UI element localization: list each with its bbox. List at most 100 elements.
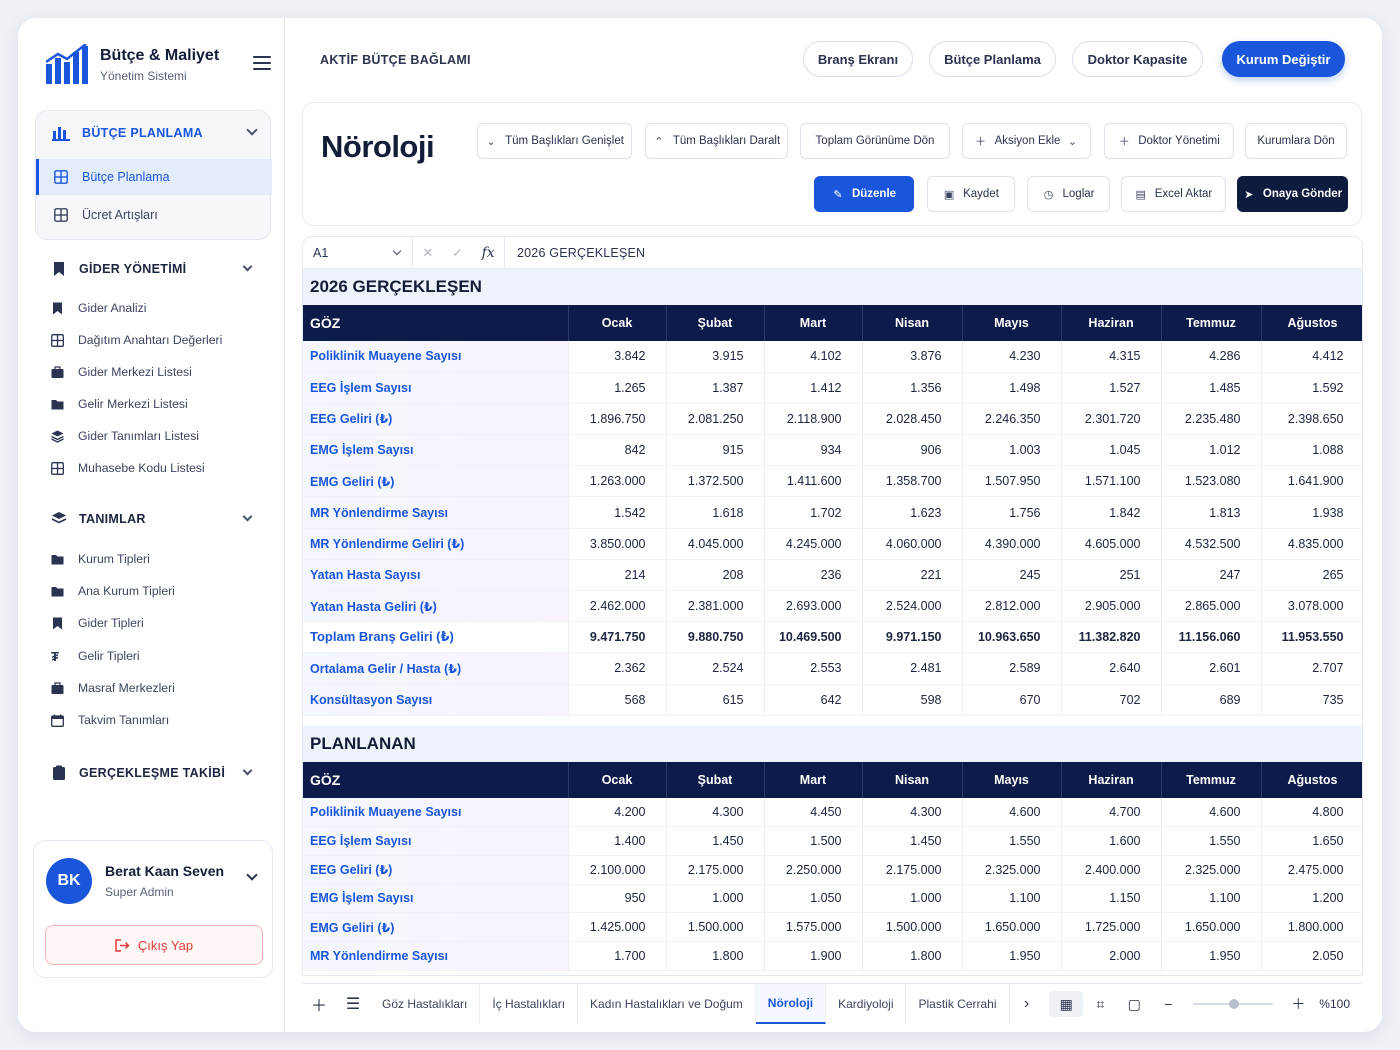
data-cell[interactable]: 950: [568, 884, 667, 914]
row-label[interactable]: EEG İşlem Sayısı: [303, 372, 569, 404]
data-cell[interactable]: 1.650.000: [1161, 912, 1262, 942]
row-label[interactable]: EEG İşlem Sayısı: [303, 826, 569, 856]
sheet-tab[interactable]: Göz Hastalıkları: [370, 983, 481, 1024]
data-cell[interactable]: 4.286: [1161, 341, 1262, 373]
data-cell[interactable]: 2.050: [1261, 941, 1362, 971]
menu-toggle-icon[interactable]: [253, 56, 271, 70]
data-cell[interactable]: 245: [962, 559, 1062, 592]
data-cell[interactable]: 236: [764, 559, 863, 592]
logs-button[interactable]: ◷ Loglar: [1027, 176, 1110, 212]
collapse-all-button[interactable]: ⌃ Tüm Başlıkları Daralt: [645, 123, 788, 159]
data-cell[interactable]: 1.450: [666, 826, 765, 856]
data-cell[interactable]: 4.450: [764, 798, 863, 828]
page-layout-view-icon[interactable]: ▢: [1127, 995, 1141, 1012]
data-cell[interactable]: 1.641.900: [1261, 465, 1362, 498]
data-cell[interactable]: 735: [1261, 684, 1362, 716]
data-cell[interactable]: 4.245.000: [764, 528, 863, 560]
data-cell[interactable]: 11.156.060: [1161, 621, 1262, 654]
data-cell[interactable]: 2.301.720: [1061, 403, 1162, 436]
butce-planlama-button[interactable]: Bütçe Planlama: [929, 41, 1056, 77]
column-header[interactable]: Nisan: [862, 305, 963, 341]
data-cell[interactable]: 3.850.000: [568, 528, 667, 560]
data-cell[interactable]: 2.475.000: [1261, 855, 1362, 885]
data-cell[interactable]: 1.100: [1161, 884, 1262, 914]
data-cell[interactable]: 4.835.000: [1261, 528, 1362, 560]
row-label[interactable]: EMG İşlem Sayısı: [303, 434, 569, 467]
data-cell[interactable]: 1.650: [1261, 826, 1362, 856]
data-cell[interactable]: 906: [862, 434, 963, 467]
data-cell[interactable]: 1.263.000: [568, 465, 667, 498]
column-header[interactable]: Temmuz: [1161, 762, 1262, 798]
data-cell[interactable]: 4.300: [666, 798, 765, 828]
sidebar-item-gider-merkezi[interactable]: Gider Merkezi Listesi: [51, 362, 261, 382]
column-header[interactable]: Ağustos: [1261, 305, 1362, 341]
data-cell[interactable]: 1.150: [1061, 884, 1162, 914]
data-cell[interactable]: 4.045.000: [666, 528, 765, 560]
data-cell[interactable]: 1.650.000: [962, 912, 1062, 942]
data-cell[interactable]: 934: [764, 434, 863, 467]
data-cell[interactable]: 4.300: [862, 798, 963, 828]
data-cell[interactable]: 2.601: [1161, 652, 1262, 685]
data-cell[interactable]: 214: [568, 559, 667, 592]
row-label[interactable]: Yatan Hasta Sayısı: [303, 559, 569, 592]
chevron-down-icon[interactable]: [246, 869, 258, 881]
data-cell[interactable]: 10.469.500: [764, 621, 863, 654]
data-cell[interactable]: 1.542: [568, 496, 667, 529]
data-cell[interactable]: 1.003: [962, 434, 1062, 467]
data-cell[interactable]: 2.081.250: [666, 403, 765, 436]
data-cell[interactable]: 1.500.000: [666, 912, 765, 942]
sidebar-item-muhasebe-kodu[interactable]: Muhasebe Kodu Listesi: [51, 458, 261, 478]
data-cell[interactable]: 4.800: [1261, 798, 1362, 828]
tracking-group-header[interactable]: GERÇEKLEŞME TAKİBİ: [51, 762, 261, 784]
data-cell[interactable]: 1.900: [764, 941, 863, 971]
doctor-management-button[interactable]: ＋ Doktor Yönetimi: [1104, 123, 1234, 159]
data-cell[interactable]: 4.600: [1161, 798, 1262, 828]
data-cell[interactable]: 1.500.000: [862, 912, 963, 942]
data-cell[interactable]: 9.880.750: [666, 621, 765, 654]
data-cell[interactable]: 1.813: [1161, 496, 1262, 529]
sheet-list-icon[interactable]: ☰: [345, 995, 361, 1013]
data-cell[interactable]: 1.842: [1061, 496, 1162, 529]
data-cell[interactable]: 2.118.900: [764, 403, 863, 436]
data-cell[interactable]: 2.100.000: [568, 855, 667, 885]
data-cell[interactable]: 1.523.080: [1161, 465, 1262, 498]
sheet-tab[interactable]: Nöroloji: [755, 983, 827, 1024]
sidebar-item-takvim-tanimlari[interactable]: Takvim Tanımları: [51, 710, 261, 730]
data-cell[interactable]: 568: [568, 684, 667, 716]
send-approval-button[interactable]: ➤ Onaya Gönder: [1237, 176, 1348, 212]
row-label[interactable]: Poliklinik Muayene Sayısı: [303, 341, 569, 373]
data-cell[interactable]: 2.812.000: [962, 590, 1062, 623]
data-cell[interactable]: 1.498: [962, 372, 1062, 404]
row-label[interactable]: EMG Geliri (₺): [303, 465, 569, 498]
column-header[interactable]: Mayıs: [962, 762, 1062, 798]
column-header[interactable]: Haziran: [1061, 762, 1162, 798]
sheet-tab[interactable]: Kadın Hastalıkları ve Doğum: [578, 983, 756, 1024]
data-cell[interactable]: 1.507.950: [962, 465, 1062, 498]
sidebar-item-ucret-artislari[interactable]: Ücret Artışları: [36, 197, 272, 233]
sheet-tab[interactable]: Plastik Cerrahi: [906, 983, 1010, 1024]
data-cell[interactable]: 2.028.450: [862, 403, 963, 436]
check-icon[interactable]: ✓: [451, 244, 463, 260]
data-cell[interactable]: 1.358.700: [862, 465, 963, 498]
data-cell[interactable]: 4.060.000: [862, 528, 963, 560]
column-header[interactable]: Şubat: [666, 762, 765, 798]
data-cell[interactable]: 10.963.650: [962, 621, 1062, 654]
data-cell[interactable]: 251: [1061, 559, 1162, 592]
data-cell[interactable]: 221: [862, 559, 963, 592]
data-cell[interactable]: 1.200: [1261, 884, 1362, 914]
data-cell[interactable]: 1.950: [962, 941, 1062, 971]
data-cell[interactable]: 4.230: [962, 341, 1062, 373]
data-cell[interactable]: 2.589: [962, 652, 1062, 685]
data-cell[interactable]: 1.702: [764, 496, 863, 529]
data-cell[interactable]: 1.400: [568, 826, 667, 856]
data-cell[interactable]: 2.693.000: [764, 590, 863, 623]
row-label[interactable]: EEG Geliri (₺): [303, 403, 569, 436]
sidebar-item-masraf-merkezleri[interactable]: Masraf Merkezleri: [51, 678, 261, 698]
row-label[interactable]: Konsültasyon Sayısı: [303, 684, 569, 716]
data-cell[interactable]: 1.950: [1161, 941, 1262, 971]
column-header[interactable]: Nisan: [862, 762, 963, 798]
data-cell[interactable]: 3.842: [568, 341, 667, 373]
zoom-slider-knob[interactable]: [1229, 999, 1240, 1009]
data-cell[interactable]: 4.700: [1061, 798, 1162, 828]
excel-export-button[interactable]: ▤ Excel Aktar: [1121, 176, 1226, 212]
